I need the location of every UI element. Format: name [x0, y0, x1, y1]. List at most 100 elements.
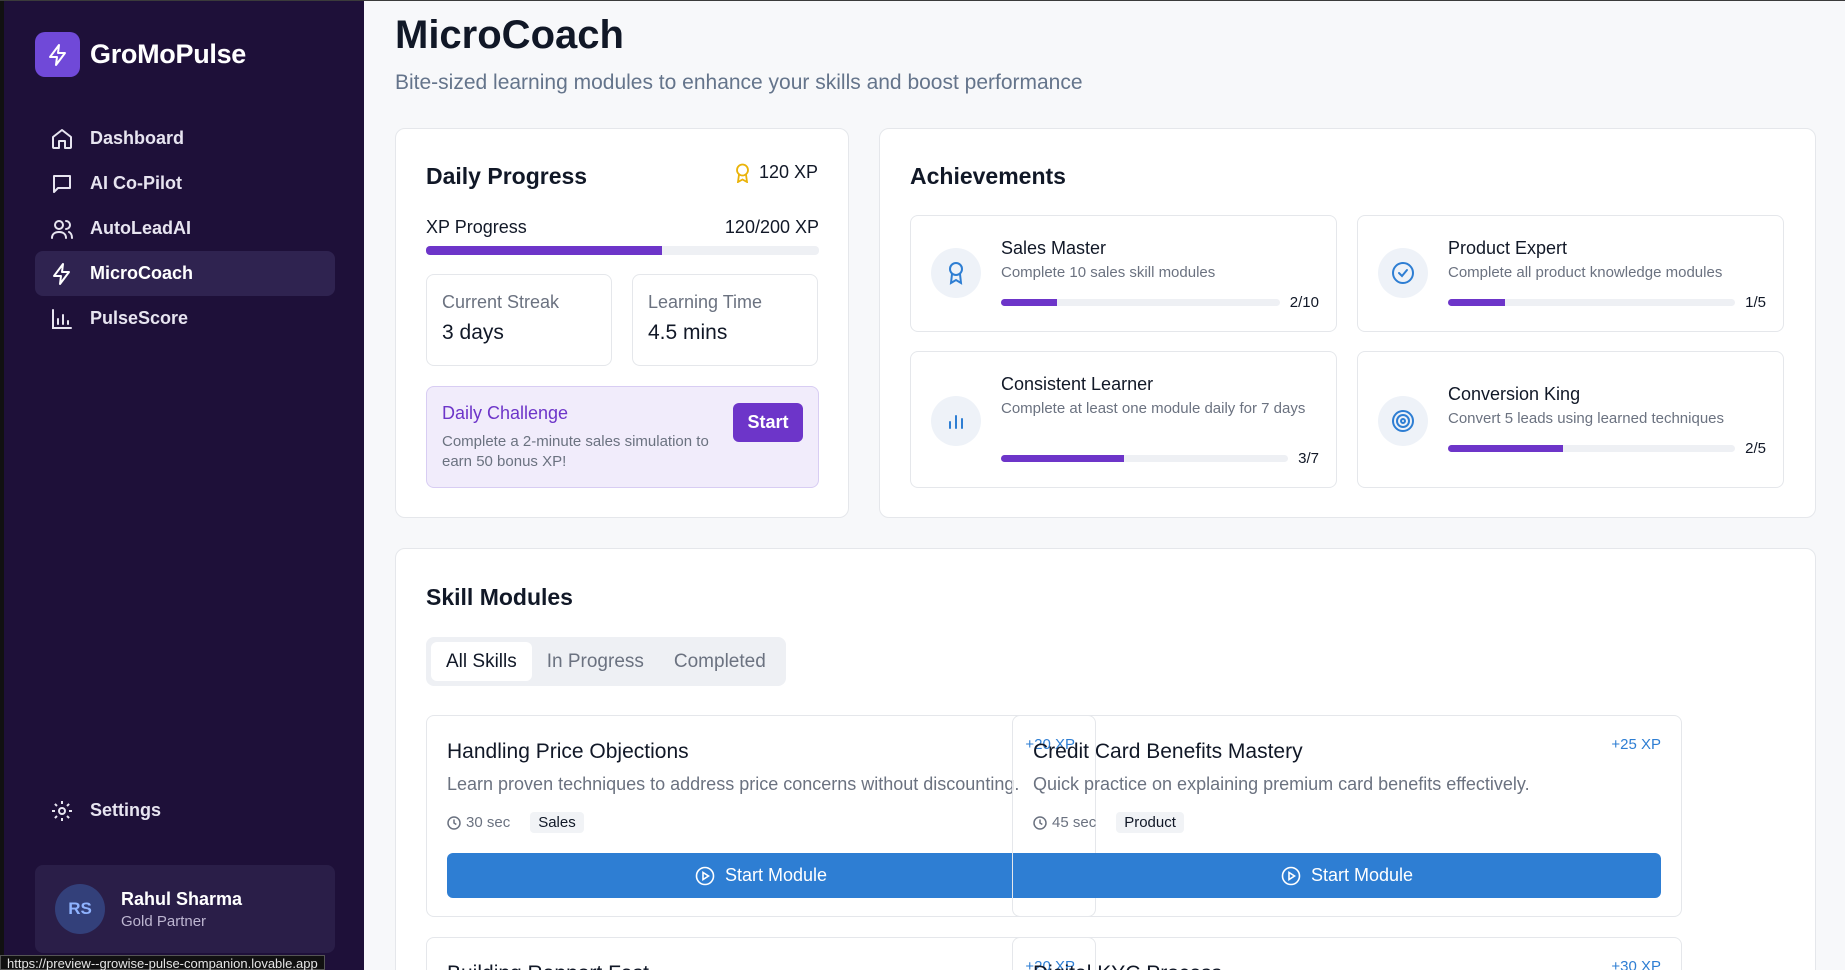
xp-progress-bar [426, 246, 819, 255]
clock-icon [1033, 815, 1047, 830]
daily-progress-title: Daily Progress [426, 163, 588, 189]
achievement-desc: Complete at least one module daily for 7… [1001, 400, 1306, 417]
module-description: Learn proven techniques to address price… [447, 774, 1020, 794]
module-title: Credit Card Benefits Mastery [1033, 740, 1303, 763]
skill-module: Handling Price Objections +20 XP Learn p… [426, 715, 1096, 917]
achievement-progress: 3/7 [1001, 450, 1319, 467]
settings-section: Settings [35, 788, 335, 833]
learning-time-box: Learning Time 4.5 mins [632, 274, 818, 366]
xp-badge-value: 120 XP [758, 162, 818, 182]
tab-in-progress[interactable]: In Progress [546, 650, 644, 672]
home-icon [52, 128, 72, 149]
module-description: Quick practice on explaining premium car… [1033, 774, 1530, 794]
module-title: Handling Price Objections [447, 740, 689, 763]
skill-module: Credit Card Benefits Mastery +25 XP Quic… [1012, 715, 1682, 917]
daily-challenge: Daily Challenge Complete a 2-minute sale… [426, 386, 819, 488]
main-content: MicroCoach Bite-sized learning modules t… [364, 0, 1845, 970]
streak-value: 3 days [442, 321, 504, 344]
xp-progress-fill [426, 246, 662, 255]
sidebar-item-microcoach[interactable]: MicroCoach [35, 251, 335, 296]
module-tag: Sales [530, 812, 584, 833]
users-icon [51, 219, 73, 239]
achievement-progress: 2/10 [1001, 294, 1319, 311]
challenge-start-button[interactable]: Start [733, 403, 803, 442]
chat-icon [53, 174, 71, 193]
skill-modules-card: Skill Modules All Skills In Progress Com… [395, 548, 1816, 970]
achievement-progress: 1/5 [1448, 294, 1766, 311]
sidebar-item-label: AutoLeadAI [90, 218, 191, 238]
streak-label: Current Streak [442, 292, 560, 312]
sidebar-item-autoleadai[interactable]: AutoLeadAI [35, 206, 335, 251]
page-title: MicroCoach [395, 13, 624, 57]
sidebar-item-label: MicroCoach [90, 263, 194, 283]
tab-completed[interactable]: Completed [673, 650, 766, 672]
achievement-desc: Complete 10 sales skill modules [1001, 264, 1216, 281]
award-icon [931, 248, 981, 298]
achievement-name: Sales Master [1001, 238, 1107, 258]
clock-icon [447, 815, 461, 830]
skill-module: Digital KYC Process +30 XP [1012, 937, 1682, 970]
achievement-count: 2/5 [1745, 440, 1766, 457]
module-xp: +20 XP [1025, 958, 1075, 970]
start-module-button[interactable]: Start Module [1033, 853, 1661, 898]
xp-progress-label: XP Progress [426, 217, 527, 237]
page-subtitle: Bite-sized learning modules to enhance y… [395, 71, 1083, 94]
learning-time-value: 4.5 mins [648, 321, 728, 344]
achievement-count: 3/7 [1298, 450, 1319, 467]
achievement-progress: 2/5 [1448, 440, 1766, 457]
achievement-name: Conversion King [1448, 384, 1581, 404]
achievement-item[interactable]: Conversion King Convert 5 leads using le… [1357, 351, 1784, 488]
xp-progress-value: 120/200 XP [724, 217, 819, 237]
achievement-progress-bar [1448, 299, 1736, 306]
challenge-title: Daily Challenge [442, 403, 569, 423]
achievement-item[interactable]: Product Expert Complete all product know… [1357, 215, 1784, 332]
module-title: Digital KYC Process [1033, 962, 1222, 970]
sidebar-nav: Dashboard AI Co-Pilot AutoLeadAI MicroCo… [35, 116, 335, 341]
achievement-desc: Convert 5 leads using learned techniques [1448, 410, 1725, 427]
learning-time-label: Learning Time [648, 292, 763, 312]
user-card[interactable]: RS Rahul Sharma Gold Partner [35, 865, 335, 953]
bolt-icon [35, 32, 80, 77]
module-tag: Product [1116, 812, 1184, 833]
module-meta: 30 sec Sales [447, 812, 584, 833]
sidebar-item-ai-co-pilot[interactable]: AI Co-Pilot [35, 161, 335, 206]
achievement-progress-fill [1001, 455, 1125, 462]
play-circle-icon [695, 866, 715, 885]
module-xp: +25 XP [1611, 736, 1661, 753]
achievement-item[interactable]: Sales Master Complete 10 sales skill mod… [910, 215, 1337, 332]
streak-box: Current Streak 3 days [426, 274, 612, 366]
check-circle-icon [1378, 248, 1428, 298]
achievement-desc: Complete all product knowledge modules [1448, 264, 1723, 281]
user-role: Gold Partner [121, 912, 207, 930]
start-module-label: Start Module [724, 865, 828, 885]
achievement-progress-fill [1448, 445, 1563, 452]
sidebar-item-label: Settings [90, 800, 162, 820]
brand[interactable]: GroMoPulse [35, 32, 246, 77]
module-duration: 45 sec [1033, 814, 1096, 831]
challenge-description: Complete a 2-minute sales simulation to … [442, 433, 709, 470]
sidebar-item-settings[interactable]: Settings [35, 788, 335, 833]
bar-chart-icon [931, 396, 981, 446]
achievement-name: Product Expert [1448, 238, 1568, 258]
play-circle-icon [1281, 866, 1301, 885]
achievement-count: 2/10 [1289, 294, 1319, 311]
achievement-progress-fill [1448, 299, 1506, 306]
sidebar-item-label: Dashboard [90, 128, 185, 148]
sidebar-item-dashboard[interactable]: Dashboard [35, 116, 335, 161]
module-duration: 30 sec [447, 814, 510, 831]
start-module-button[interactable]: Start Module [447, 853, 1075, 898]
sidebar: GroMoPulse Dashboard AI Co-Pilot AutoLea… [0, 0, 364, 970]
skill-tabs: All Skills In Progress Completed [426, 637, 786, 686]
avatar: RS [55, 884, 105, 934]
gear-icon [52, 800, 72, 821]
achievement-item[interactable]: Consistent Learner Complete at least one… [910, 351, 1337, 488]
module-xp: +30 XP [1611, 958, 1661, 970]
module-time: 45 sec [1052, 814, 1097, 831]
achievement-progress-bar [1001, 299, 1280, 306]
brand-name: GroMoPulse [90, 39, 247, 69]
bar-chart-icon [52, 308, 72, 329]
sidebar-item-pulsescore[interactable]: PulseScore [35, 296, 335, 341]
award-icon [736, 163, 749, 183]
tab-all-skills[interactable]: All Skills [431, 642, 532, 681]
user-name: Rahul Sharma [121, 888, 243, 909]
